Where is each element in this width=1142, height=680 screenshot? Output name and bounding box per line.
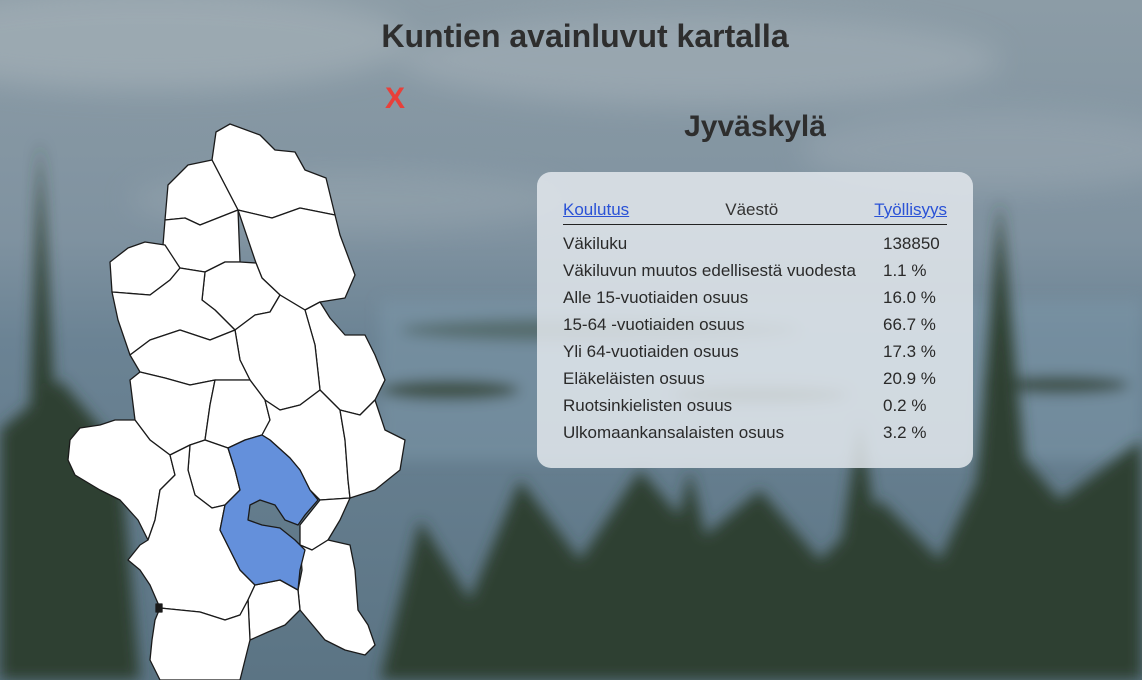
stat-row: Väkiluku 138850 [563,230,953,257]
stat-label: Ruotsinkielisten osuus [563,395,733,415]
municipality-shape[interactable] [149,599,251,680]
stat-row: Ulkomaankansalaisten osuus 3.2 % [563,419,953,446]
stat-value: 66.7 % [883,314,936,334]
municipality-shape[interactable] [297,539,376,656]
stat-row: Väkiluvun muutos edellisestä vuodesta 1.1… [563,257,953,284]
stat-label: Yli 64-vuotiaiden osuus [563,341,739,361]
municipality-name: Jyväskylä [684,110,826,143]
stat-label: Alle 15-vuotiaiden osuus [563,287,749,307]
municipality-shape[interactable] [339,399,406,499]
region-map [67,123,406,680]
stat-label: Väkiluvun muutos edellisestä vuodesta [563,260,856,280]
close-button[interactable]: X [385,82,406,115]
tab-tyollisyys[interactable]: Työllisyys [874,200,947,219]
stat-row: Yli 64-vuotiaiden osuus 17.3 % [563,338,953,365]
municipality-shape[interactable] [247,579,301,641]
page-title: Kuntien avainluvut kartalla [381,18,789,54]
stat-row: Eläkeläisten osuus 20.9 % [563,365,953,392]
stats-table: Väkiluku 138850 Väkiluvun muutos edellise… [563,230,953,446]
tab-koulutus[interactable]: Koulutus [563,200,630,219]
municipality-jyvaskyla[interactable] [219,434,319,591]
stat-row: 15-64 -vuotiaiden osuus 66.7 % [563,311,953,338]
stat-row: Alle 15-vuotiaiden osuus 16.0 % [563,284,953,311]
stat-value: 138850 [883,233,940,253]
stats-panel: Koulutus Väestö Työllisyys Väkiluku 13885… [537,172,973,468]
stat-label: Väkiluku [563,233,628,253]
municipality-shape[interactable] [155,603,163,613]
stat-value: 17.3 % [883,341,936,361]
stat-label: Ulkomaankansalaisten osuus [563,422,785,442]
tab-vaesto: Väestö [725,200,779,219]
stat-value: 16.0 % [883,287,936,307]
tab-bar: Koulutus Väestö Työllisyys [563,200,947,225]
stat-row: Ruotsinkielisten osuus 0.2 % [563,392,953,419]
stat-value: 0.2 % [883,395,927,415]
stat-value: 3.2 % [883,422,927,442]
stat-value: 20.9 % [883,368,936,388]
stat-label: Eläkeläisten osuus [563,368,705,388]
stat-value: 1.1 % [883,260,927,280]
stat-label: 15-64 -vuotiaiden osuus [563,314,745,334]
